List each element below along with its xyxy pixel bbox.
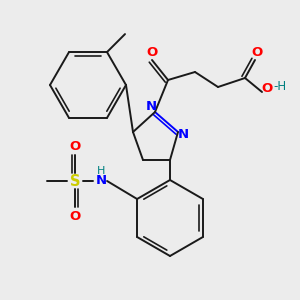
Text: N: N — [146, 100, 157, 113]
Text: S: S — [70, 173, 80, 188]
Text: O: O — [70, 209, 81, 223]
Text: O: O — [70, 140, 81, 152]
Text: N: N — [95, 175, 107, 188]
Text: O: O — [146, 46, 158, 59]
Text: -H: -H — [273, 80, 286, 92]
Text: N: N — [177, 128, 189, 142]
Text: O: O — [261, 82, 273, 94]
Text: H: H — [97, 166, 105, 176]
Text: O: O — [251, 46, 262, 59]
